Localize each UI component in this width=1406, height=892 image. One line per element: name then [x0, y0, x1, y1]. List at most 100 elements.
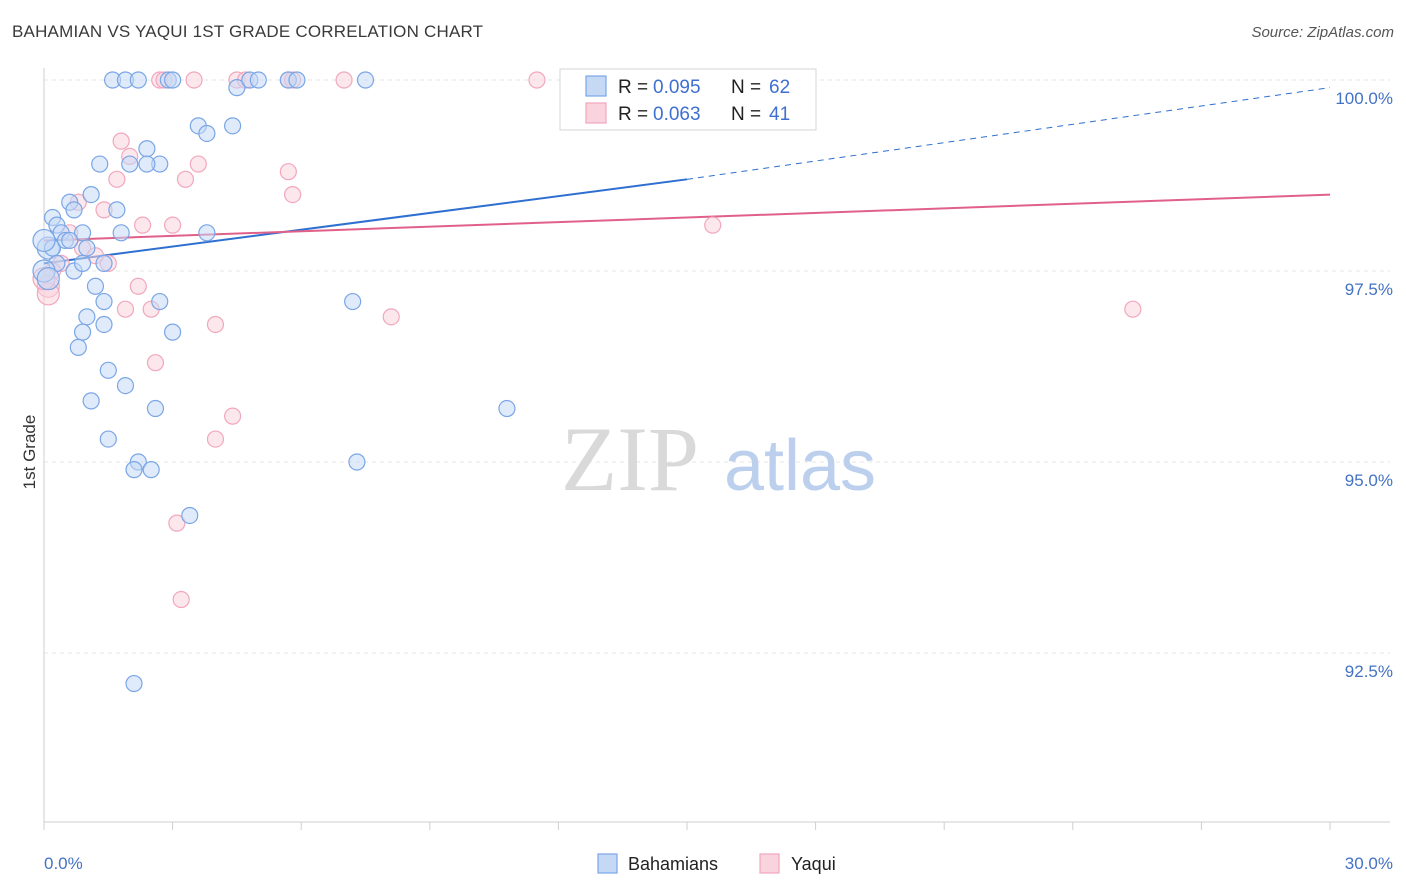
point-bahamians-58 [181, 506, 199, 525]
point-bahamians-28 [198, 224, 216, 242]
watermark: ZIP atlas [561, 408, 876, 510]
point-yaqui-7 [335, 71, 353, 89]
point-bahamians-49 [116, 377, 135, 395]
point-yaqui-2 [185, 71, 203, 89]
bottom-legend-swatch-bahamians [597, 853, 618, 874]
point-bahamians-4 [164, 71, 182, 89]
legend-n-value-2: 41 [769, 104, 790, 125]
point-yaqui-29 [129, 277, 147, 295]
point-bahamians-18 [138, 155, 156, 173]
point-bahamians-53 [99, 430, 117, 448]
point-bahamians-36 [73, 254, 92, 272]
x-tick-label-1: 30.0% [1345, 854, 1393, 873]
point-bahamians-52 [498, 399, 516, 418]
point-yaqui-35 [146, 354, 165, 372]
point-yaqui-30 [116, 300, 135, 318]
legend-box: R = 0.095 N = 62 R = 0.063 N = 41 [559, 68, 817, 131]
point-yaqui-14 [176, 170, 195, 188]
point-bahamians-50 [82, 392, 100, 410]
point-bahamians-17 [91, 155, 109, 173]
point-yaqui-34 [1124, 300, 1142, 318]
point-bahamians-14 [138, 140, 156, 158]
point-bahamians-47 [69, 338, 87, 356]
point-bahamians-48 [99, 361, 117, 379]
point-bahamians-32 [61, 231, 79, 250]
point-bahamians-40 [95, 292, 113, 311]
legend-swatch-bahamians [585, 75, 607, 97]
point-yaqui-18 [164, 216, 182, 234]
point-bahamians-43 [78, 308, 96, 326]
point-bahamians-33 [78, 239, 96, 257]
trend-line-bahamians-extension [686, 87, 1331, 180]
point-bahamians-15 [121, 155, 139, 173]
point-yaqui-12 [279, 163, 297, 181]
point-yaqui-15 [284, 186, 302, 204]
point-bahamians-42 [344, 292, 362, 311]
trend-line-yaqui [43, 193, 1331, 242]
point-bahamians-45 [73, 323, 92, 341]
point-yaqui-33 [206, 315, 225, 334]
y-axis-label: 1st Grade [20, 415, 39, 490]
source-label: Source: ZipAtlas.com [1251, 24, 1394, 41]
point-yaqui-19 [133, 216, 152, 234]
point-yaqui-32 [382, 308, 400, 326]
point-bahamians-41 [151, 292, 169, 311]
point-yaqui-13 [108, 170, 126, 188]
point-yaqui-11 [189, 155, 207, 173]
trend-line-bahamians [43, 178, 688, 265]
point-bahamians-7 [249, 71, 267, 89]
point-bahamians-10 [356, 71, 375, 89]
point-bahamians-9 [288, 71, 306, 89]
legend-r-label-1: R = [618, 77, 648, 98]
grid-lines [44, 79, 1390, 654]
point-bahamians-44 [95, 315, 113, 334]
point-bahamians-19 [82, 186, 100, 204]
y-tick-label-3: 100.0% [1335, 89, 1393, 108]
legend-r-value-1: 0.095 [653, 77, 701, 98]
point-yaqui-38 [168, 514, 186, 532]
watermark-atlas: atlas [724, 426, 876, 506]
y-tick-labels: 92.5% 95.0% 97.5% 100.0% [1335, 89, 1393, 681]
x-tick-label-0: 0.0% [44, 854, 83, 873]
legend-r-label-2: R = [618, 104, 648, 125]
data-points [32, 71, 1142, 693]
bottom-legend-yaqui: Yaqui [791, 854, 836, 874]
y-tick-label-1: 95.0% [1345, 471, 1393, 490]
watermark-zip: ZIP [561, 408, 699, 510]
point-bahamians-57 [142, 461, 160, 479]
y-tick-label-0: 92.5% [1345, 662, 1393, 681]
point-bahamians-2 [129, 71, 147, 89]
point-bahamians-21 [65, 201, 83, 219]
point-bahamians-55 [348, 453, 366, 471]
axes [43, 68, 1390, 830]
point-bahamians-61 [36, 267, 60, 291]
point-bahamians-56 [125, 461, 143, 479]
bottom-legend-bahamians: Bahamians [628, 854, 718, 874]
point-bahamians-22 [108, 201, 126, 219]
legend-n-value-1: 62 [769, 77, 790, 98]
point-yaqui-39 [172, 590, 190, 609]
legend-n-label-2: N = [731, 104, 761, 125]
point-yaqui-21 [704, 216, 722, 234]
point-bahamians-39 [86, 277, 105, 295]
point-bahamians-27 [112, 224, 130, 242]
point-bahamians-12 [198, 124, 216, 143]
trend-lines [43, 87, 1331, 265]
point-bahamians-59 [125, 674, 143, 693]
point-yaqui-37 [206, 430, 225, 448]
point-yaqui-8 [528, 71, 546, 89]
y-tick-label-2: 97.5% [1345, 280, 1393, 299]
point-bahamians-13 [224, 117, 242, 135]
point-bahamians-5 [228, 79, 246, 97]
bottom-legend: Bahamians Yaqui [597, 853, 836, 874]
point-bahamians-37 [95, 254, 113, 272]
legend-swatch-yaqui [585, 102, 607, 124]
chart-title: BAHAMIAN VS YAQUI 1ST GRADE CORRELATION … [12, 22, 484, 41]
legend-n-label-1: N = [731, 77, 761, 98]
point-bahamians-60 [32, 228, 56, 253]
point-yaqui-36 [224, 407, 242, 425]
point-bahamians-51 [146, 399, 165, 418]
x-tick-labels: 0.0% 30.0% [44, 854, 1393, 873]
bottom-legend-swatch-yaqui [759, 853, 780, 874]
